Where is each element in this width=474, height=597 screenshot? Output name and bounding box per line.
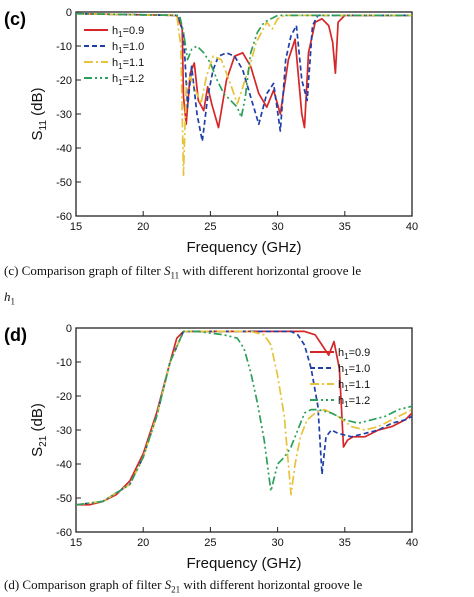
y-tick-label: -10: [56, 357, 72, 369]
y-tick-label: -30: [56, 109, 72, 121]
y-tick-label: 0: [66, 7, 72, 19]
y-tick-label: -30: [56, 425, 72, 437]
x-axis-title: Frequency (GHz): [186, 239, 301, 256]
x-tick-label: 40: [406, 221, 418, 233]
caption-c-suffix: with different horizontal groove le: [182, 263, 362, 278]
panel-letter: (c): [4, 9, 26, 29]
y-tick-label: 0: [66, 323, 72, 335]
legend-label: h1=1.2: [338, 395, 370, 409]
series-line-h1-1-1: [76, 12, 412, 177]
series-line-h1-1-2: [76, 330, 412, 506]
x-tick-label: 15: [70, 537, 82, 549]
caption-d-symbol: S: [164, 577, 172, 592]
y-tick-label: -50: [56, 493, 72, 505]
caption-d-prefix: (d) Comparison graph of filter: [4, 577, 162, 592]
legend-label: h1=1.1: [112, 57, 144, 71]
x-tick-label: 35: [339, 537, 351, 549]
y-tick-label: -60: [56, 211, 72, 223]
x-axis-title: Frequency (GHz): [186, 555, 301, 572]
x-tick-label: 20: [137, 537, 149, 549]
y-tick-label: -20: [56, 75, 72, 87]
series-group: [76, 330, 412, 506]
x-tick-label: 20: [137, 221, 149, 233]
panel-letter: (d): [4, 325, 27, 345]
x-tick-label: 25: [204, 537, 216, 549]
x-tick-label: 40: [406, 537, 418, 549]
caption-c-sub: 11: [170, 270, 180, 281]
y-tick-label: -50: [56, 177, 72, 189]
x-tick-label: 35: [339, 221, 351, 233]
caption-c: (c) Comparison graph of filter S11 with …: [4, 263, 361, 281]
series-line-h1-0-9: [76, 12, 412, 129]
x-tick-label: 30: [271, 221, 283, 233]
chart-panel-c: 15 20 25 30 35 40 0 -10 -20 -30 -40 -50 -60 Frequency…: [4, 7, 418, 256]
series-group: [76, 12, 412, 177]
caption-c-h-sub: 1: [10, 296, 16, 307]
y-tick-label: -20: [56, 391, 72, 403]
legend-label: h1=1.2: [112, 73, 144, 87]
caption-c-line2: h1: [4, 289, 15, 307]
legend-label: h1=1.1: [338, 379, 370, 393]
y-axis-title: S21 (dB): [29, 403, 49, 457]
x-tick-label: 30: [271, 537, 283, 549]
y-axis-title: S11 (dB): [29, 88, 49, 141]
y-tick-label: -40: [56, 459, 72, 471]
caption-d-suffix: with different horizontal groove le: [183, 577, 363, 592]
caption-c-h: h: [4, 289, 11, 304]
x-tick-label: 25: [204, 221, 216, 233]
chart-panel-d: 15 20 25 30 35 40 0 -10 -20 -30 -40 -50 -60 Frequency…: [4, 323, 418, 572]
y-tick-label: -40: [56, 143, 72, 155]
legend-label: h1=0.9: [112, 25, 144, 39]
caption-c-prefix: (c) Comparison graph of filter: [4, 263, 161, 278]
caption-c-symbol: S: [163, 263, 171, 278]
y-tick-label: -60: [56, 527, 72, 539]
y-tick-label: -10: [56, 41, 72, 53]
legend-label: h1=1.0: [112, 41, 144, 55]
legend-label: h1=1.0: [338, 363, 370, 377]
caption-d-sub: 21: [171, 584, 181, 595]
legend-label: h1=0.9: [338, 347, 370, 361]
x-tick-label: 15: [70, 221, 82, 233]
caption-d: (d) Comparison graph of filter S21 with …: [4, 577, 362, 595]
series-line-h1-1-1: [76, 330, 412, 506]
series-line-h1-1-2: [76, 12, 412, 119]
